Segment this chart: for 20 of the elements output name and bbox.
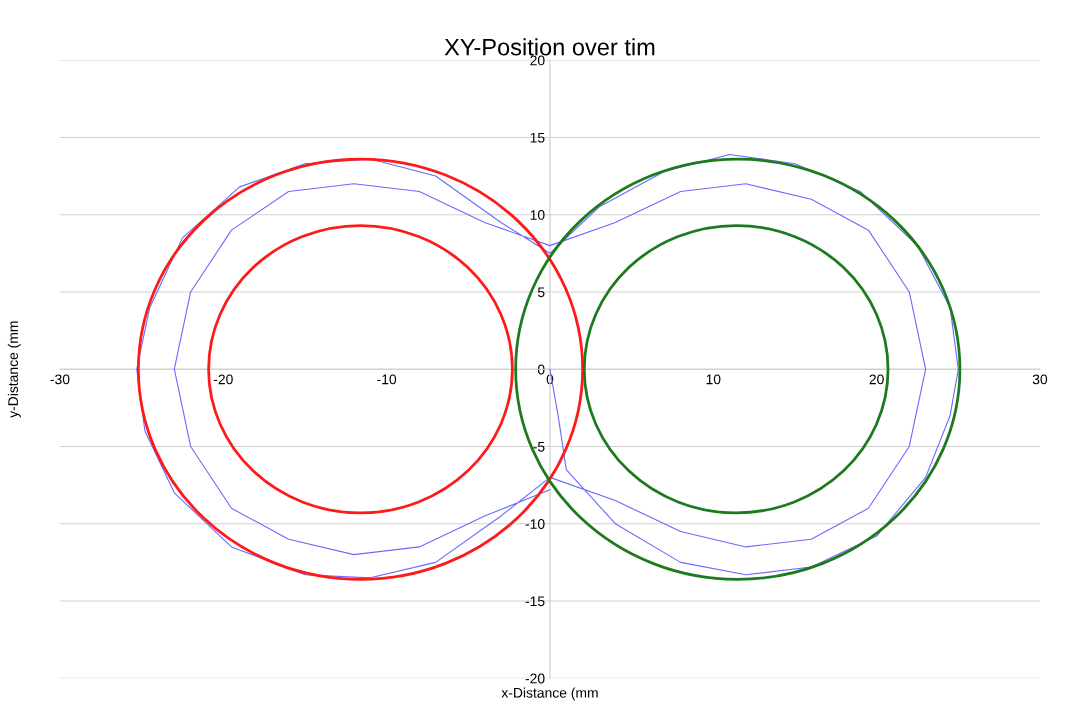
y-tick-label: -5: [533, 441, 545, 452]
chart-title: XY-Position over tim: [444, 38, 655, 56]
y-tick-label: 0: [537, 364, 545, 375]
y-tick-label: -20: [525, 673, 545, 684]
x-axis-title: x-Distance (mm: [501, 687, 598, 701]
x-tick-label: 20: [869, 374, 884, 385]
y-tick-label: -15: [525, 596, 545, 607]
y-tick-label: 5: [537, 287, 545, 298]
y-tick-label: 15: [530, 132, 545, 143]
x-tick-label: -20: [213, 374, 233, 385]
x-tick-label: 0: [546, 374, 554, 385]
y-axis-title: y-Distance (mm: [7, 321, 21, 418]
x-tick-label: 10: [706, 374, 721, 385]
y-tick-label: 10: [530, 210, 545, 220]
y-tick-label: -10: [525, 519, 545, 529]
x-tick-label: -10: [377, 374, 397, 385]
y-tick-label: 20: [530, 55, 545, 66]
x-tick-label: 30: [1032, 374, 1048, 385]
line-series: [136, 153, 959, 579]
x-tick-label: -30: [50, 374, 70, 385]
